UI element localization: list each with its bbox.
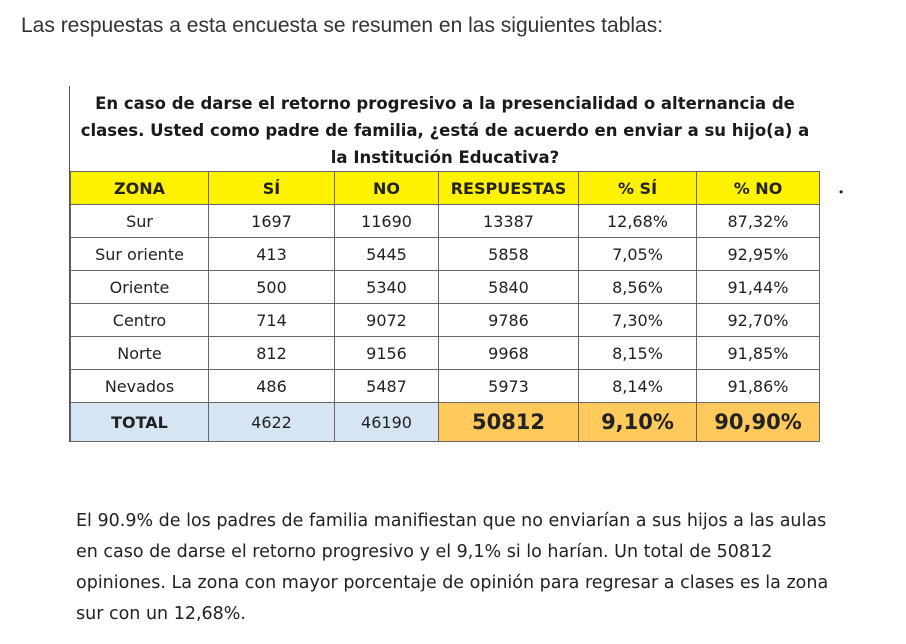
- table-row: Oriente 500 5340 5840 8,56% 91,44%: [70, 270, 820, 304]
- intro-text: Las respuestas a esta encuesta se resume…: [21, 14, 664, 37]
- total-pct-si: 9,10%: [578, 402, 697, 442]
- header-pct-no: % NO: [696, 171, 820, 205]
- cell-zona: Centro: [70, 303, 209, 337]
- cell-respuestas: 9968: [438, 336, 579, 370]
- cell-pct-no: 92,95%: [696, 237, 820, 271]
- cell-pct-si: 12,68%: [578, 204, 697, 238]
- cell-pct-si: 7,05%: [578, 237, 697, 271]
- cell-no: 5487: [334, 369, 439, 403]
- survey-question: En caso de darse el retorno progresivo a…: [80, 94, 810, 167]
- total-respuestas: 50812: [438, 402, 579, 442]
- cell-no: 11690: [334, 204, 439, 238]
- header-respuestas: RESPUESTAS: [438, 171, 579, 205]
- header-zona: ZONA: [70, 171, 209, 205]
- survey-table-block: En caso de darse el retorno progresivo a…: [69, 86, 820, 442]
- header-no: NO: [334, 171, 439, 205]
- header-si: SÍ: [208, 171, 335, 205]
- cell-si: 413: [208, 237, 335, 271]
- table-row: Nevados 486 5487 5973 8,14% 91,86%: [70, 369, 820, 403]
- cell-pct-no: 92,70%: [696, 303, 820, 337]
- cell-respuestas: 5858: [438, 237, 579, 271]
- table-header-row: ZONA SÍ NO RESPUESTAS % SÍ % NO: [70, 171, 820, 205]
- stray-mark: •: [839, 185, 844, 199]
- cell-si: 812: [208, 336, 335, 370]
- total-pct-no: 90,90%: [696, 402, 820, 442]
- cell-pct-si: 7,30%: [578, 303, 697, 337]
- total-row: TOTAL 4622 46190 50812 9,10% 90,90%: [70, 402, 820, 442]
- cell-respuestas: 5840: [438, 270, 579, 304]
- cell-zona: Norte: [70, 336, 209, 370]
- cell-si: 714: [208, 303, 335, 337]
- cell-no: 9156: [334, 336, 439, 370]
- cell-si: 486: [208, 369, 335, 403]
- cell-no: 5445: [334, 237, 439, 271]
- cell-si: 500: [208, 270, 335, 304]
- cell-pct-si: 8,15%: [578, 336, 697, 370]
- cell-pct-no: 91,44%: [696, 270, 820, 304]
- cell-respuestas: 9786: [438, 303, 579, 337]
- cell-respuestas: 5973: [438, 369, 579, 403]
- total-no: 46190: [334, 402, 439, 442]
- summary-paragraph: El 90.9% de los padres de familia manifi…: [76, 511, 829, 624]
- cell-zona: Sur: [70, 204, 209, 238]
- survey-results-table: ZONA SÍ NO RESPUESTAS % SÍ % NO Sur 1697…: [70, 171, 820, 442]
- cell-pct-no: 87,32%: [696, 204, 820, 238]
- cell-pct-si: 8,14%: [578, 369, 697, 403]
- cell-no: 5340: [334, 270, 439, 304]
- cell-zona: Oriente: [70, 270, 209, 304]
- table-row: Norte 812 9156 9968 8,15% 91,85%: [70, 336, 820, 370]
- cell-pct-no: 91,86%: [696, 369, 820, 403]
- cell-zona: Sur oriente: [70, 237, 209, 271]
- table-row: Sur 1697 11690 13387 12,68% 87,32%: [70, 204, 820, 238]
- total-label: TOTAL: [70, 402, 209, 442]
- cell-pct-si: 8,56%: [578, 270, 697, 304]
- total-si: 4622: [208, 402, 335, 442]
- cell-no: 9072: [334, 303, 439, 337]
- table-row: Sur oriente 413 5445 5858 7,05% 92,95%: [70, 237, 820, 271]
- table-row: Centro 714 9072 9786 7,30% 92,70%: [70, 303, 820, 337]
- header-pct-si: % SÍ: [578, 171, 697, 205]
- cell-zona: Nevados: [70, 369, 209, 403]
- cell-respuestas: 13387: [438, 204, 579, 238]
- cell-pct-no: 91,85%: [696, 336, 820, 370]
- cell-si: 1697: [208, 204, 335, 238]
